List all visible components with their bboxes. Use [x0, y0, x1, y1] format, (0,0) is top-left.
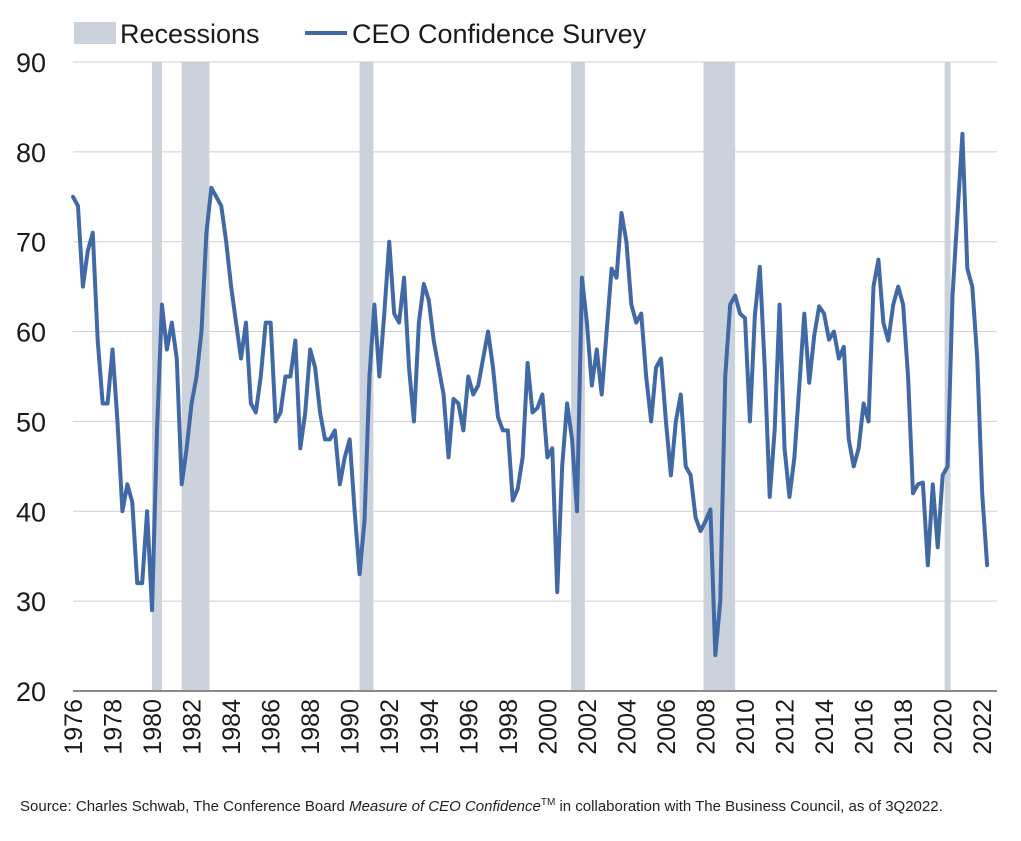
y-tick-label: 20 — [16, 677, 46, 707]
x-tick-label: 2014 — [811, 699, 839, 755]
legend-swatch-recessions — [74, 22, 116, 44]
y-tick-label: 60 — [16, 318, 46, 348]
x-tick-label: 1998 — [495, 699, 523, 755]
x-tick-label: 2022 — [969, 699, 997, 755]
x-tick-label: 1976 — [60, 699, 88, 755]
x-tick-label: 2008 — [692, 699, 720, 755]
x-axis: 1976 1978 1980 1982 1984 1986 1988 1990 1992 1994… — [60, 690, 997, 755]
x-tick-label: 1978 — [100, 699, 128, 755]
source-superscript: TM — [540, 797, 556, 808]
x-tick-label: 1986 — [258, 699, 286, 755]
source-note: Source: Charles Schwab, The Conference B… — [20, 793, 1005, 817]
x-tick-label: 1990 — [337, 699, 365, 755]
y-tick-label: 70 — [16, 228, 46, 258]
x-tick-label: 2020 — [930, 699, 958, 755]
x-tick-label: 1984 — [218, 699, 246, 755]
x-tick-label: 2018 — [890, 699, 918, 755]
recession-band-0 — [152, 62, 162, 691]
y-tick-label: 40 — [16, 497, 46, 527]
x-tick-label: 1992 — [376, 699, 404, 755]
x-tick-label: 1994 — [416, 699, 444, 755]
y-tick-label: 90 — [16, 48, 46, 78]
y-tick-label: 30 — [16, 587, 46, 617]
source-prefix: Source: Charles Schwab, The Conference B… — [20, 798, 350, 815]
x-tick-label: 2002 — [574, 699, 602, 755]
x-tick-label: 2000 — [534, 699, 562, 755]
y-axis: 20 30 40 50 60 70 80 90 — [16, 48, 46, 707]
y-tick-label: 50 — [16, 407, 46, 437]
series-layer — [71, 131, 990, 658]
x-tick-label: 1980 — [139, 699, 167, 755]
x-tick-label: 1996 — [455, 699, 483, 755]
x-tick-label: 2006 — [653, 699, 681, 755]
chart: 20 30 40 50 60 70 80 90 1976 1978 1980 1982 1984 198… — [16, 19, 997, 755]
x-tick-label: 1982 — [179, 699, 207, 755]
legend-label-recessions: Recessions — [120, 19, 260, 49]
x-tick-label: 1988 — [297, 699, 325, 755]
series-line-ceo-confidence — [71, 131, 990, 658]
source-suffix: in collaboration with The Business Counc… — [555, 798, 943, 815]
y-tick-label: 80 — [16, 138, 46, 168]
x-tick-label: 2016 — [851, 699, 879, 755]
legend: Recessions CEO Confidence Survey — [74, 19, 647, 49]
x-tick-label: 2012 — [772, 699, 800, 755]
recession-band-5 — [944, 62, 951, 691]
gridlines — [73, 61, 997, 602]
x-tick-label: 2004 — [613, 699, 641, 755]
legend-label-ceo-confidence: CEO Confidence Survey — [352, 19, 647, 49]
x-tick-label: 2010 — [732, 699, 760, 755]
source-italic: Measure of CEO Confidence — [349, 798, 541, 815]
